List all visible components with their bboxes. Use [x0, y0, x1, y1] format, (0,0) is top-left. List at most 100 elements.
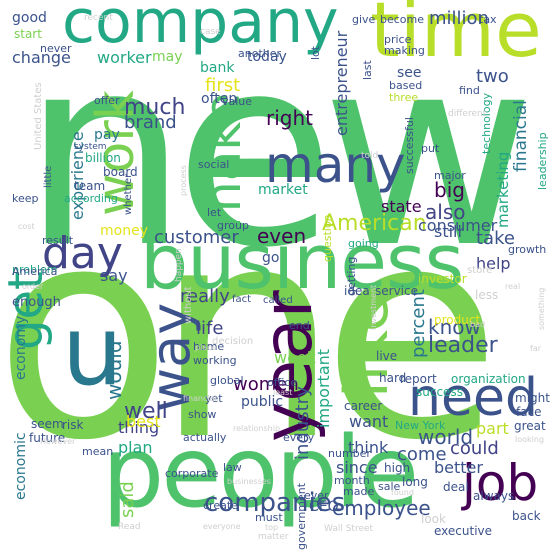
- word-top: top: [265, 523, 279, 532]
- word-real: real: [505, 282, 521, 291]
- word-group: group: [217, 219, 249, 232]
- word-need: need: [408, 368, 538, 428]
- word-cost: cost: [18, 222, 35, 231]
- word-consumer: consumer: [418, 216, 498, 235]
- word-success: success: [416, 385, 463, 399]
- word-put: put: [421, 142, 440, 155]
- word-brand: brand: [124, 112, 177, 133]
- word-career: career: [344, 399, 383, 413]
- word-help: help: [476, 254, 511, 273]
- word-board: board: [103, 165, 138, 179]
- word-team: team: [74, 179, 106, 193]
- word-financial: financial: [511, 100, 531, 172]
- word-everyone: everyone: [203, 522, 241, 531]
- word-always: always: [473, 489, 515, 503]
- word-leadership: leadership: [536, 132, 549, 190]
- word-big: big: [434, 178, 465, 202]
- word-product: product: [434, 313, 481, 327]
- word-women: women: [233, 374, 299, 395]
- word-take: take: [476, 228, 515, 249]
- word-job: job: [462, 454, 539, 512]
- word-happen: happen: [174, 248, 184, 282]
- word-seem: seem: [31, 417, 64, 431]
- word-market: market: [258, 182, 308, 198]
- word-leader: leader: [428, 333, 498, 358]
- word-industry: industry: [292, 386, 313, 460]
- word-life: life: [196, 318, 224, 339]
- word-deal: deal: [443, 480, 469, 494]
- word-look: look: [421, 512, 446, 526]
- word-business: business: [140, 217, 464, 306]
- word-financial-small: financial: [183, 394, 217, 403]
- word-office: office: [267, 376, 298, 389]
- word-best: best: [126, 412, 161, 431]
- word-home: home: [193, 340, 225, 353]
- word-told: told: [361, 151, 379, 161]
- word-face: face: [516, 405, 542, 419]
- word-plan: plan: [118, 438, 153, 457]
- word-important: important: [314, 348, 333, 428]
- word-three: three: [389, 91, 419, 104]
- word-america: America: [12, 265, 58, 278]
- word-called: called: [263, 295, 293, 306]
- word-bank: bank: [200, 60, 235, 76]
- word-different: different: [448, 109, 487, 119]
- word-much: much: [124, 95, 186, 120]
- word-u: u: [62, 295, 123, 407]
- word-pay: pay: [94, 127, 120, 143]
- word-live: live: [376, 349, 398, 363]
- word-working: working: [193, 354, 237, 367]
- word-day: day: [42, 228, 123, 279]
- word-really: really: [180, 286, 230, 307]
- word-relationship: relationship: [233, 424, 281, 433]
- word-economy: economy: [13, 315, 29, 380]
- word-become: become: [380, 13, 425, 26]
- word-idea: idea: [344, 284, 370, 298]
- word-may: may: [152, 49, 183, 65]
- word-actually: actually: [183, 431, 227, 444]
- word-month: month: [334, 474, 370, 487]
- word-mean: mean: [82, 445, 114, 458]
- word-businesses: businesses: [227, 477, 271, 486]
- word-let: let: [207, 206, 222, 219]
- word-however: However: [40, 437, 76, 446]
- word-customer: customer: [154, 227, 239, 248]
- word-global: global: [210, 374, 244, 387]
- word-investment: investment: [369, 284, 378, 330]
- word-organization: organization: [451, 372, 526, 386]
- word-know: know: [428, 315, 481, 339]
- word-companies: companies: [204, 488, 346, 518]
- word-ceo: CEO: [309, 499, 339, 515]
- word-million: million: [429, 8, 489, 29]
- word-fact: fact: [232, 294, 252, 305]
- word-find: find: [459, 84, 480, 97]
- word-yet: yet: [205, 392, 223, 405]
- word-offer: offer: [94, 94, 120, 107]
- word-good: good: [12, 10, 47, 26]
- word-start: start: [14, 27, 42, 41]
- word-risk: risk: [62, 418, 84, 432]
- word-wall-street: Wall Street: [324, 524, 374, 534]
- word-found: found: [391, 488, 414, 497]
- word-problem: problem: [12, 263, 58, 276]
- word-result: result: [42, 234, 74, 247]
- word-often: often: [201, 91, 238, 107]
- word-state: state: [381, 197, 422, 216]
- word-today: today: [247, 49, 287, 65]
- word-hard: hard: [379, 371, 407, 385]
- word-create: create: [203, 499, 238, 512]
- word-two: two: [476, 66, 509, 87]
- word-even: even: [257, 224, 307, 248]
- word-one: one: [0, 164, 501, 504]
- word-would: would: [102, 340, 126, 400]
- word-recent: recent: [84, 13, 113, 23]
- word-many: many: [265, 136, 406, 194]
- word-public: public: [241, 394, 284, 410]
- word-something: something: [537, 287, 546, 330]
- word-say: say: [100, 266, 128, 285]
- word-united-states: United States: [33, 82, 44, 150]
- word-end: end: [289, 319, 310, 332]
- word-since: since: [336, 458, 378, 477]
- word-far: far: [530, 344, 542, 353]
- word-well: well: [124, 399, 168, 424]
